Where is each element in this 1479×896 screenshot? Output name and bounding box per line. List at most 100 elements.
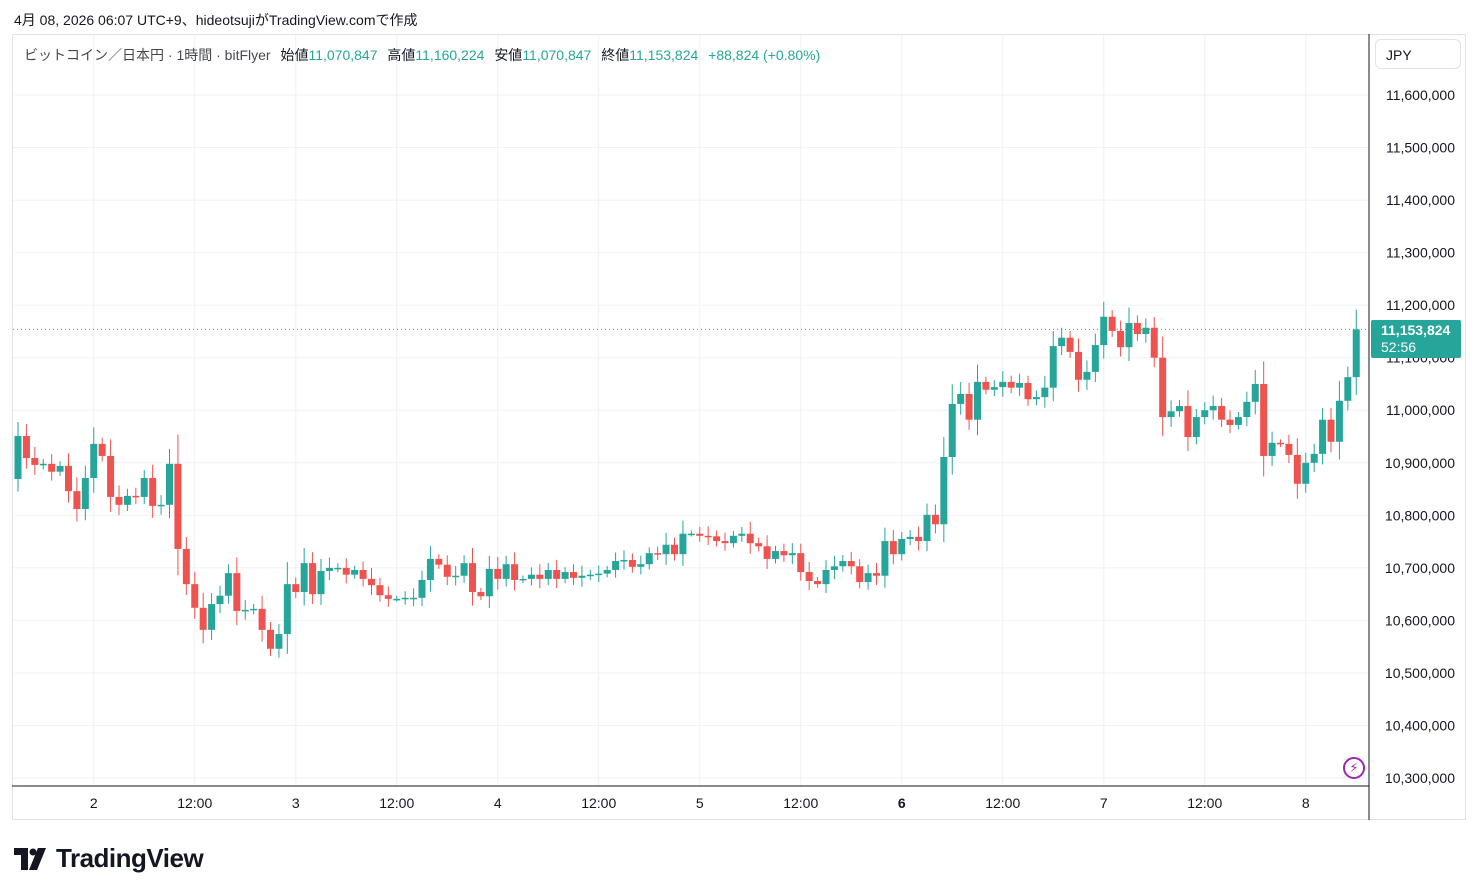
x-tick-label: 12:00 — [1187, 795, 1222, 811]
y-tick-label: 10,900,000 — [1385, 455, 1455, 471]
candle-up — [957, 393, 965, 404]
high-value: 11,160,224 — [415, 47, 485, 63]
candle-up — [1243, 401, 1251, 418]
candle-down — [1184, 406, 1192, 438]
candle-up — [1344, 377, 1352, 401]
candle-down — [755, 543, 763, 547]
candle-down — [553, 569, 561, 579]
candle-up — [1016, 382, 1024, 388]
candle-up — [460, 563, 468, 576]
y-tick-label: 11,300,000 — [1386, 245, 1455, 261]
candle-up — [325, 567, 333, 572]
open-label: 始値 — [280, 47, 309, 63]
candle-down — [1285, 443, 1293, 455]
candle-down — [107, 455, 115, 497]
candle-down — [982, 381, 990, 390]
candle-up — [401, 597, 409, 600]
candle-down — [763, 546, 771, 559]
candle-down — [149, 478, 157, 506]
candle-down — [384, 595, 392, 599]
candle-up — [595, 573, 603, 576]
ohlc-legend: ビットコイン／日本円 · 1時間 · bitFlyer 始値11,070,847… — [24, 45, 820, 65]
candle-down — [671, 544, 678, 555]
candle-up — [620, 559, 628, 562]
y-tick-label: 10,700,000 — [1385, 560, 1455, 576]
candle-down — [1007, 381, 1015, 388]
candle-up — [839, 561, 847, 567]
candle-down — [342, 567, 350, 575]
candle-up — [157, 504, 165, 507]
candle-up — [1142, 327, 1150, 335]
candle-down — [435, 558, 443, 565]
candle-up — [300, 563, 308, 593]
candle-up — [485, 568, 493, 597]
tv-logo-icon — [14, 847, 46, 870]
candle-down — [132, 495, 140, 498]
candle-up — [351, 569, 359, 575]
candle-up — [788, 553, 796, 556]
candle-up — [898, 538, 906, 555]
candle-down — [443, 564, 451, 577]
candle-up — [81, 478, 89, 510]
chart-caption: 4月 08, 2026 06:07 UTC+9、hideotsujiがTradi… — [14, 12, 418, 28]
candle-up — [216, 595, 224, 605]
candle-up — [56, 465, 64, 472]
candle-up — [906, 536, 914, 539]
candle-up — [527, 574, 535, 579]
y-tick-label: 10,300,000 — [1385, 770, 1455, 786]
candle-down — [1150, 327, 1158, 358]
candle-up — [999, 381, 1007, 388]
y-tick-label: 10,600,000 — [1385, 612, 1455, 628]
change-value: +88,824 (+0.80%) — [708, 47, 821, 63]
lightning-icon[interactable]: ⚡ — [1343, 757, 1365, 779]
x-tick-label: 12:00 — [177, 795, 212, 811]
candle-up — [334, 567, 342, 570]
candle-up — [940, 457, 948, 525]
candle-up — [1268, 442, 1276, 456]
candle-up — [1310, 453, 1318, 463]
candle-up — [1251, 383, 1259, 402]
candle-up — [603, 569, 611, 574]
candle-up — [738, 533, 746, 536]
symbol-title[interactable]: ビットコイン／日本円 · 1時間 · bitFlyer — [24, 47, 271, 63]
last-price-tag: 11,153,824 52:56 — [1371, 320, 1461, 358]
candle-down — [696, 533, 704, 536]
candle-down — [115, 496, 123, 505]
candle-up — [418, 579, 426, 598]
candle-up — [679, 533, 687, 555]
currency-button[interactable]: JPY — [1375, 39, 1461, 69]
candle-down — [511, 564, 519, 580]
candle-down — [1260, 383, 1268, 456]
candle-down — [359, 569, 367, 579]
candle-down — [931, 514, 939, 525]
candle-up — [166, 463, 173, 505]
candle-up — [1091, 345, 1099, 372]
close-value: 11,153,824 — [629, 47, 699, 63]
tradingview-logo[interactable]: TradingView — [14, 843, 204, 874]
candle-down — [536, 574, 544, 579]
candle-up — [250, 608, 258, 611]
candle-down — [98, 443, 106, 456]
candle-up — [948, 403, 956, 458]
candle-down — [258, 608, 266, 630]
candle-up — [1335, 400, 1343, 442]
candle-up — [881, 541, 889, 576]
candle-up — [275, 634, 283, 649]
candle-down — [267, 629, 274, 649]
candle-down — [174, 463, 182, 549]
candle-up — [410, 597, 418, 600]
candle-up — [561, 572, 569, 579]
close-label: 終値 — [601, 47, 630, 63]
candle-down — [292, 584, 300, 593]
y-tick-label: 11,500,000 — [1386, 140, 1455, 156]
candle-down — [233, 573, 241, 611]
candle-down — [65, 465, 72, 492]
x-tick-label: 12:00 — [783, 795, 818, 811]
candle-down — [309, 563, 317, 595]
y-tick-label: 11,000,000 — [1386, 402, 1455, 418]
candle-down — [1117, 330, 1125, 348]
x-tick-label: 4 — [494, 795, 502, 811]
x-tick-label: 12:00 — [985, 795, 1020, 811]
candle-up — [1125, 323, 1133, 348]
